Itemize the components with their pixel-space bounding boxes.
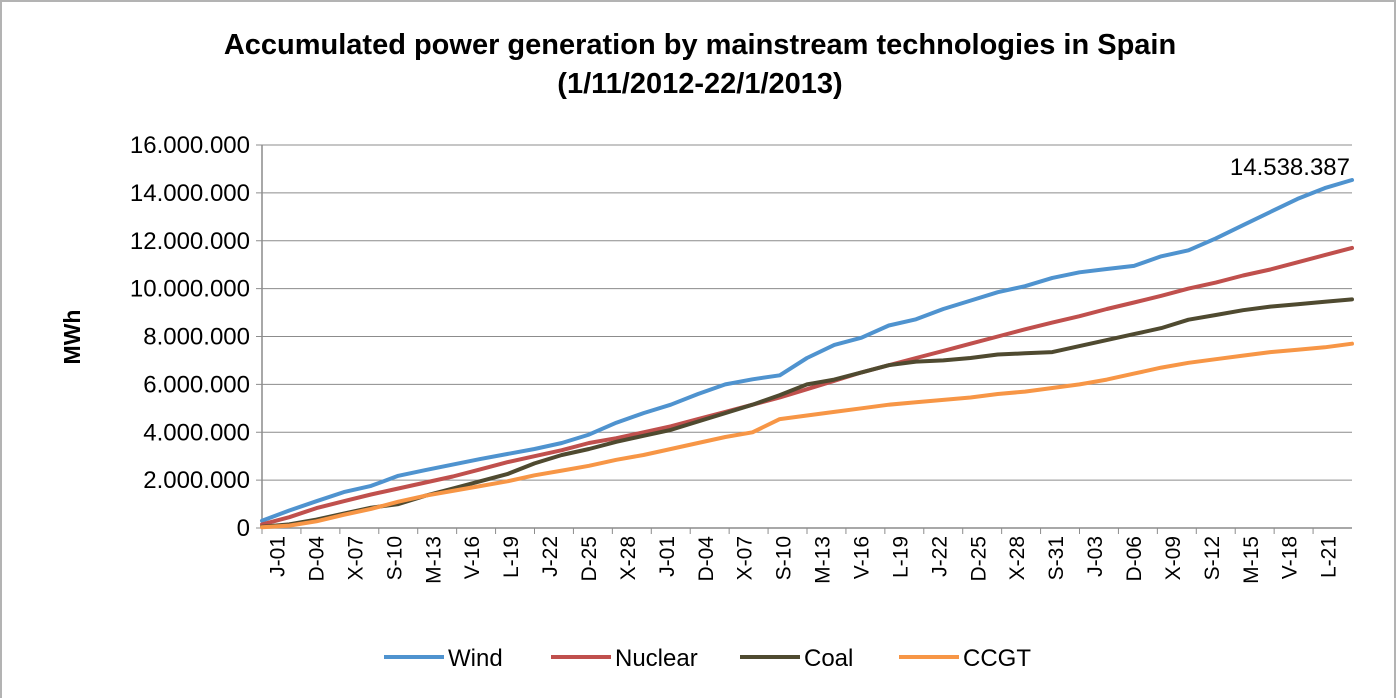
x-tick-label: S-31 xyxy=(1045,536,1068,580)
x-tick-label: X-28 xyxy=(617,536,640,580)
x-axis-ticks: J-01 D-04 X-07 S-10 M-13 V-16 L-19 J-22 D-25 X-28… xyxy=(261,528,1341,584)
y-tick-label: 6.000.000 xyxy=(143,371,250,398)
x-tick-label: X-07 xyxy=(344,536,367,580)
annotation-last-value: 14.538.387 xyxy=(1230,154,1350,181)
x-tick-label: J-22 xyxy=(928,536,951,577)
legend-label: CCGT xyxy=(963,645,1031,672)
y-tick-label: 16.000.000 xyxy=(130,132,250,159)
x-tick-label: S-12 xyxy=(1201,536,1224,580)
x-tick-label: L-21 xyxy=(1318,536,1341,578)
series-line-ccgt xyxy=(260,341,1354,530)
legend-item-ccgt: CCGT xyxy=(899,645,1031,672)
chart-title-line-2: (1/11/2012-22/1/2013) xyxy=(557,68,843,100)
x-tick-label: V-16 xyxy=(851,536,874,579)
legend-label: Coal xyxy=(804,645,853,672)
series-line-wind xyxy=(260,178,1354,523)
x-tick-label: L-19 xyxy=(500,536,523,578)
legend-label: Wind xyxy=(448,645,503,672)
x-tick-label: D-25 xyxy=(967,536,990,582)
x-tick-label: J-01 xyxy=(267,536,290,577)
y-tick-label: 4.000.000 xyxy=(143,419,250,446)
series-lines xyxy=(260,178,1354,530)
legend-item-wind: Wind xyxy=(384,645,503,672)
legend-item-nuclear: Nuclear xyxy=(551,645,698,672)
x-tick-label: J-01 xyxy=(656,536,679,577)
x-tick-label: M-13 xyxy=(812,536,835,584)
x-tick-label: V-16 xyxy=(461,536,484,579)
x-tick-label: M-13 xyxy=(422,536,445,584)
y-tick-label: 10.000.000 xyxy=(130,276,250,303)
x-tick-label: J-22 xyxy=(539,536,562,577)
x-tick-label: D-04 xyxy=(306,536,329,582)
x-tick-label: J-03 xyxy=(1084,536,1107,577)
x-tick-label: S-10 xyxy=(773,536,796,580)
y-tick-label: 12.000.000 xyxy=(130,228,250,255)
x-tick-label: L-19 xyxy=(889,536,912,578)
chart-title: Accumulated power generation by mainstre… xyxy=(0,26,1400,104)
x-tick-label: X-28 xyxy=(1006,536,1029,580)
series-line-nuclear xyxy=(260,245,1354,527)
series-line-coal xyxy=(260,297,1354,529)
y-axis-label: MWh xyxy=(59,310,85,365)
y-tick-label: 2.000.000 xyxy=(143,467,250,494)
gridlines xyxy=(262,144,1352,481)
x-tick-label: X-09 xyxy=(1162,536,1185,580)
y-tick-label: 8.000.000 xyxy=(143,324,250,351)
legend-item-coal: Coal xyxy=(740,645,853,672)
x-tick-label: D-25 xyxy=(578,536,601,582)
x-tick-label: D-04 xyxy=(695,536,718,582)
chart-title-line-1: Accumulated power generation by mainstre… xyxy=(223,29,1177,61)
x-tick-label: M-15 xyxy=(1240,536,1263,584)
legend-label: Nuclear xyxy=(615,645,698,672)
x-tick-label: V-18 xyxy=(1279,536,1302,579)
x-tick-label: D-06 xyxy=(1123,536,1146,582)
y-tick-label: 14.000.000 xyxy=(130,180,250,207)
y-axis-ticks: 0 2.000.000 4.000.000 6.000.000 8.000.000 10.… xyxy=(130,132,262,542)
y-tick-label: 0 xyxy=(237,515,250,542)
x-tick-label: S-10 xyxy=(383,536,406,580)
legend: Wind Nuclear Coal CCGT xyxy=(384,645,1031,672)
x-tick-label: X-07 xyxy=(734,536,757,580)
